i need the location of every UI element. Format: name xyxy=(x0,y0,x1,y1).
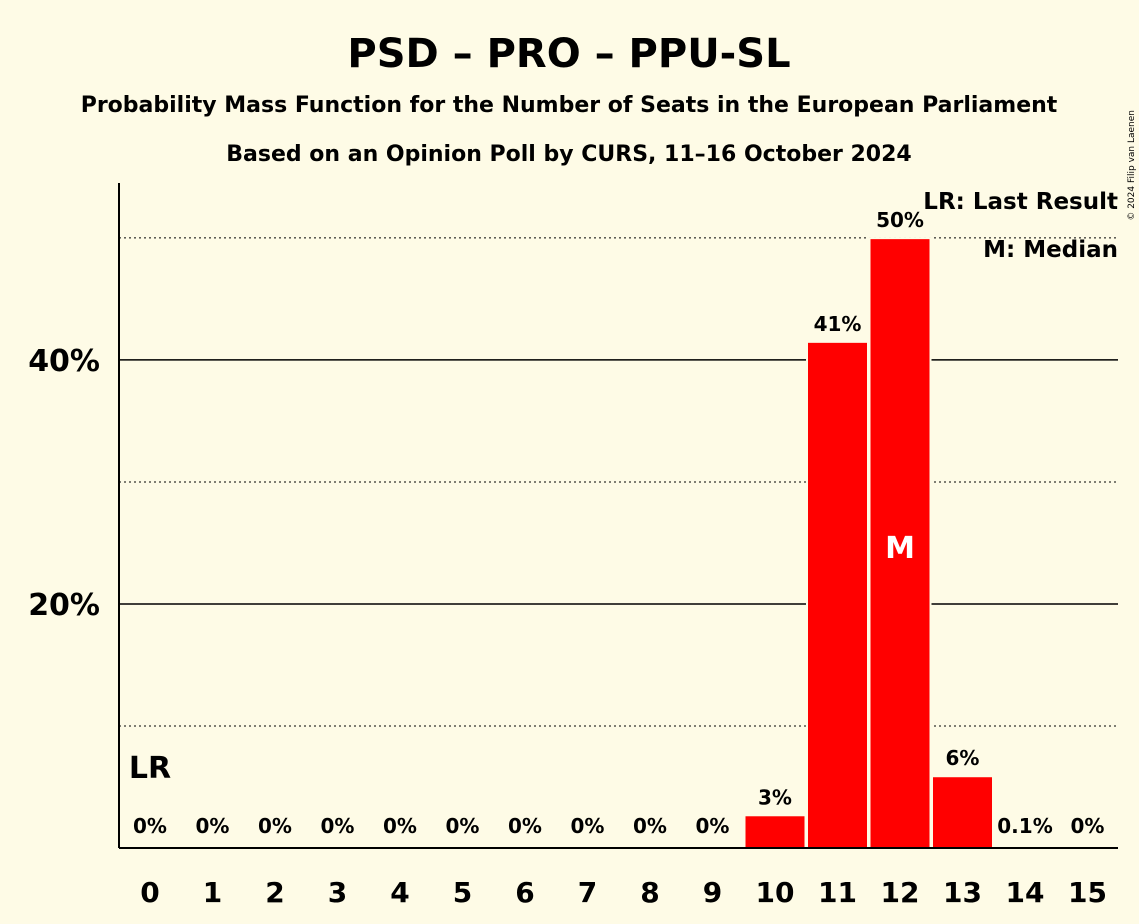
gridlines xyxy=(119,237,1118,727)
data-label-seat-11: 41% xyxy=(814,312,862,336)
data-label-seat-13: 6% xyxy=(946,746,980,770)
data-label-seat-14: 0.1% xyxy=(997,814,1052,838)
chart-subtitle-poll: Based on an Opinion Poll by CURS, 11–16 … xyxy=(226,142,911,167)
x-tick-15: 15 xyxy=(1068,876,1107,909)
x-tick-5: 5 xyxy=(453,876,472,909)
data-label-seat-1: 0% xyxy=(196,814,230,838)
data-label-seat-12: 50% xyxy=(876,208,924,232)
median-marker: M xyxy=(885,531,915,566)
bars xyxy=(743,237,994,849)
data-label-seat-4: 0% xyxy=(383,814,417,838)
chart-title: PSD – PRO – PPU-SL xyxy=(347,31,790,77)
y-axis-ticks: 20% 40% xyxy=(28,344,100,623)
legend-last-result: LR: Last Result xyxy=(923,189,1118,215)
x-tick-10: 10 xyxy=(756,876,795,909)
x-tick-2: 2 xyxy=(265,876,284,909)
x-tick-12: 12 xyxy=(881,876,920,909)
data-label-seat-9: 0% xyxy=(696,814,730,838)
data-label-seat-15: 0% xyxy=(1071,814,1105,838)
x-tick-8: 8 xyxy=(640,876,659,909)
bar-seat-13 xyxy=(933,777,992,848)
bar-seat-11 xyxy=(808,342,867,848)
last-result-marker: LR xyxy=(129,751,171,786)
bar-seat-10 xyxy=(745,816,805,848)
x-tick-0: 0 xyxy=(140,876,159,909)
y-tick-40: 40% xyxy=(28,344,100,379)
x-tick-6: 6 xyxy=(515,876,534,909)
data-label-seat-2: 0% xyxy=(258,814,292,838)
x-tick-4: 4 xyxy=(390,876,409,909)
data-label-seat-6: 0% xyxy=(508,814,542,838)
bar-seat-12 xyxy=(870,239,930,849)
x-axis-ticks: 0 1 2 3 4 5 6 7 8 9 10 11 12 13 14 15 xyxy=(140,876,1107,909)
data-labels: 0% 0% 0% 0% 0% 0% 0% 0% 0% 0% 3% 41% 50% 6% 0.1% 0% M LR xyxy=(129,208,1105,838)
legend-median: M: Median xyxy=(983,237,1118,263)
x-tick-11: 11 xyxy=(818,876,857,909)
x-tick-9: 9 xyxy=(703,876,722,909)
x-tick-13: 13 xyxy=(943,876,982,909)
chart-subtitle: Probability Mass Function for the Number… xyxy=(81,93,1058,118)
copyright-notice: © 2024 Filip van Laenen xyxy=(1127,110,1137,221)
x-tick-14: 14 xyxy=(1006,876,1045,909)
x-tick-7: 7 xyxy=(578,876,597,909)
data-label-seat-8: 0% xyxy=(633,814,667,838)
x-tick-3: 3 xyxy=(328,876,347,909)
data-label-seat-5: 0% xyxy=(446,814,480,838)
data-label-seat-3: 0% xyxy=(321,814,355,838)
data-label-seat-10: 3% xyxy=(758,785,792,809)
y-tick-20: 20% xyxy=(28,588,100,623)
data-label-seat-0: 0% xyxy=(133,814,167,838)
x-tick-1: 1 xyxy=(203,876,222,909)
data-label-seat-7: 0% xyxy=(571,814,605,838)
